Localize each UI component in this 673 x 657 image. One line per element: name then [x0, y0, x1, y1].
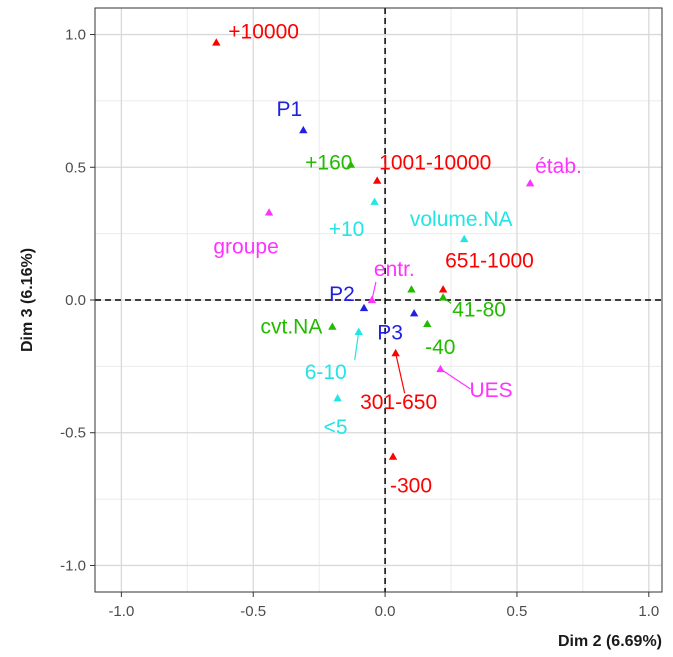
x-tick-label: 0.0 [375, 603, 396, 620]
point-marker [438, 285, 448, 293]
y-tick-label: 0.5 [65, 159, 86, 176]
point-label: P3 [377, 321, 403, 344]
point-marker [299, 125, 308, 134]
point-marker [370, 197, 379, 205]
y-tick-label: 1.0 [65, 27, 86, 44]
point-label: -300 [390, 475, 432, 498]
point-marker [333, 394, 342, 402]
y-tick-label: -0.5 [60, 425, 86, 442]
point-label: <5 [324, 416, 348, 439]
point-marker [359, 303, 369, 312]
label-leader-line [440, 368, 471, 390]
point-marker [438, 293, 448, 301]
y-axis-title: Dim 3 (6.16%) [19, 248, 36, 352]
x-axis-title: Dim 2 (6.69%) [558, 633, 662, 650]
point-label: 6-10 [305, 361, 347, 384]
label-leader-line [395, 352, 406, 394]
point-label: 41-80 [452, 298, 506, 321]
point-marker [388, 452, 398, 460]
point-marker [436, 364, 445, 373]
point-marker [525, 179, 535, 187]
x-tick-label: -0.5 [240, 603, 266, 620]
point-marker [328, 322, 337, 330]
point-marker [346, 160, 356, 168]
point-marker [264, 208, 274, 216]
reference-lines [95, 8, 662, 592]
point-label: P2 [329, 283, 355, 306]
y-axis-ticks: 1.0 0.5 0.0 -0.5 -1.0 [60, 27, 95, 574]
point-labels: +10000 1001-10000 651-1000 301-650 -300 P1 P2 P… [213, 21, 581, 498]
point-label: -40 [425, 336, 455, 359]
point-label: 651-1000 [445, 249, 534, 272]
point-label: entr. [374, 258, 415, 281]
points [212, 38, 535, 460]
x-tick-label: -1.0 [108, 603, 134, 620]
point-marker [372, 176, 382, 184]
point-marker [460, 234, 469, 243]
point-marker [409, 309, 419, 317]
point-label: +10 [329, 218, 365, 241]
y-tick-label: 0.0 [65, 292, 86, 309]
point-label: UES [469, 379, 512, 402]
point-label: groupe [213, 235, 278, 258]
x-axis-ticks: -1.0 -0.5 0.0 0.5 1.0 [108, 592, 659, 620]
point-label: +10000 [228, 21, 299, 44]
x-tick-label: 0.5 [507, 603, 528, 620]
point-marker [423, 319, 432, 328]
point-label: +160 [305, 152, 352, 175]
point-label: 1001-10000 [379, 152, 491, 175]
y-tick-label: -1.0 [60, 557, 86, 574]
point-label: cvt.NA [261, 316, 323, 339]
point-marker [354, 327, 363, 336]
label-leader-line [354, 331, 360, 360]
point-label: volume.NA [410, 208, 513, 231]
point-marker [367, 295, 377, 304]
point-marker [212, 38, 221, 46]
x-tick-label: 1.0 [638, 603, 659, 620]
point-label: 301-650 [360, 391, 437, 414]
point-marker [407, 285, 416, 293]
point-marker [391, 348, 400, 357]
point-label: étab. [535, 155, 582, 178]
point-label: P1 [276, 98, 302, 121]
